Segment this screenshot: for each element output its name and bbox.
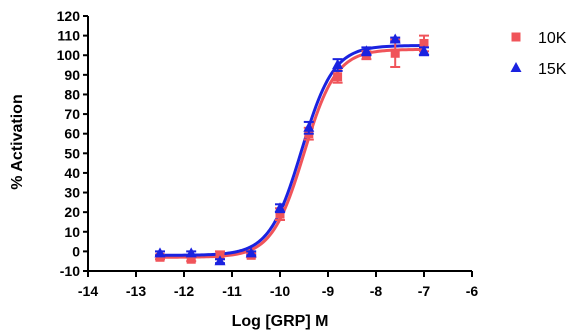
fit-curves — [159, 44, 425, 259]
fit-curve-10k — [160, 47, 425, 259]
data-point-15k — [332, 59, 344, 70]
data-point-10k — [419, 38, 429, 48]
y-tick-label: 50 — [64, 145, 80, 161]
y-tick-label: 60 — [64, 126, 80, 142]
legend-marker-10k — [511, 32, 521, 42]
x-tick-label: -11 — [222, 283, 242, 299]
x-tick-label: -7 — [418, 283, 431, 299]
data-point-10k — [186, 254, 196, 264]
data-point-15k — [274, 202, 286, 213]
fit-curve-15k — [159, 44, 425, 257]
legend: 10K 15K — [510, 30, 567, 78]
y-axis-title: % Activation — [9, 94, 26, 189]
x-tick-label: -12 — [174, 283, 194, 299]
y-tick-label: 20 — [64, 204, 80, 220]
data-point-15k — [360, 45, 372, 56]
data-point-15k — [245, 247, 257, 258]
x-axis-title: Log [GRP] M — [232, 313, 329, 330]
axes: -10 0 10 20 30 40 50 60 70 80 90 100 110 120 -14 -13 -12… — [57, 8, 479, 299]
y-tick-label: -10 — [60, 263, 80, 279]
y-tick-label: 30 — [64, 185, 80, 201]
y-tick-label: 10 — [64, 224, 80, 240]
x-tick-label: -13 — [126, 283, 146, 299]
data-point-15k — [154, 247, 166, 258]
data-point-10k — [275, 209, 285, 219]
y-tick-label: 110 — [57, 28, 80, 44]
legend-marker-15k — [510, 62, 522, 72]
y-tick-label: 100 — [57, 47, 81, 63]
x-tick-label: -14 — [78, 283, 98, 299]
y-tick-label: 90 — [64, 67, 80, 83]
data-point-15k — [185, 247, 197, 258]
x-tick-label: -6 — [466, 283, 479, 299]
data-point-15k — [389, 33, 401, 44]
data-points — [154, 33, 430, 266]
legend-label-10k: 10K — [538, 30, 567, 47]
y-tick-label: 0 — [72, 243, 80, 259]
data-point-15k — [214, 255, 226, 266]
x-tick-label: -9 — [322, 283, 335, 299]
data-point-10k — [390, 48, 400, 58]
y-tick-label: 70 — [64, 106, 80, 122]
y-tick-label: 120 — [57, 8, 81, 24]
data-point-15k — [418, 45, 430, 56]
data-point-10k — [333, 72, 343, 82]
x-tick-label: -10 — [270, 283, 290, 299]
x-tick-label: -8 — [370, 283, 383, 299]
y-tick-label: 80 — [64, 86, 80, 102]
data-point-15k — [303, 121, 315, 132]
legend-label-15k: 15K — [538, 61, 567, 78]
y-tick-label: 40 — [64, 165, 80, 181]
